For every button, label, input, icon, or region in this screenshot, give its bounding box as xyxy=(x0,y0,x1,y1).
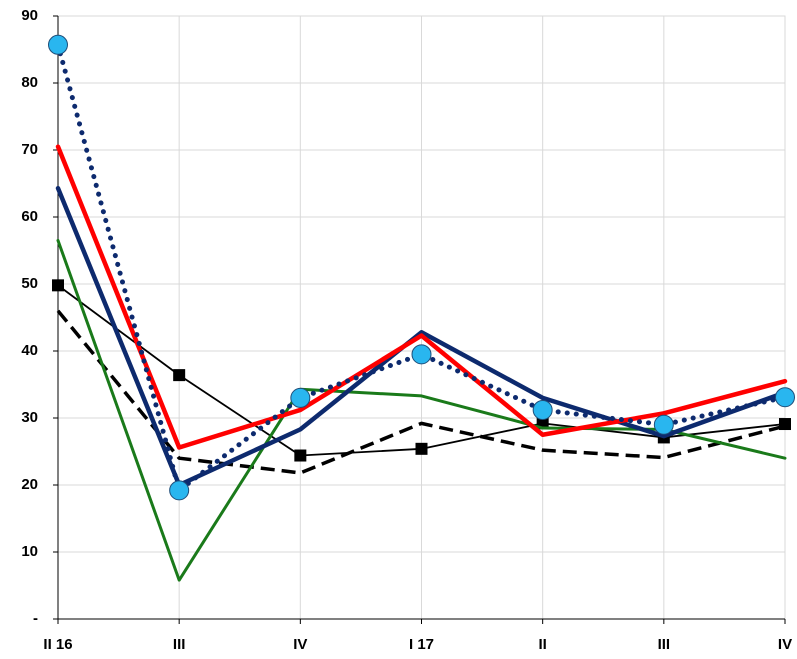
x-tick-label: III xyxy=(173,636,186,653)
x-tick-label: III xyxy=(658,636,671,653)
y-tick-label: 50 xyxy=(21,275,38,292)
y-tick-label: 30 xyxy=(21,409,38,426)
marker xyxy=(779,418,791,431)
y-tick-label: 90 xyxy=(21,7,38,24)
marker xyxy=(48,34,68,55)
x-tick-label: II 16 xyxy=(43,636,72,653)
y-tick-label: 10 xyxy=(21,543,38,560)
y-tick-label: 40 xyxy=(21,342,38,359)
x-tick-label: I 17 xyxy=(409,636,434,653)
marker xyxy=(52,279,64,292)
y-tick-label: 60 xyxy=(21,208,38,225)
marker xyxy=(653,414,674,435)
marker xyxy=(532,399,553,420)
x-tick-label: IV xyxy=(778,636,792,653)
marker xyxy=(415,442,428,455)
marker xyxy=(169,480,190,501)
x-tick-label: IV xyxy=(293,636,307,653)
y-tick-label: 20 xyxy=(21,476,38,493)
marker xyxy=(411,344,432,365)
y-tick-label: - xyxy=(33,610,38,627)
marker xyxy=(173,369,186,382)
marker xyxy=(775,387,795,408)
marker xyxy=(290,387,311,408)
x-tick-label: II xyxy=(538,636,546,653)
y-tick-label: 80 xyxy=(21,74,38,91)
series-line xyxy=(56,309,786,475)
y-tick-label: 70 xyxy=(21,141,38,158)
series-line xyxy=(55,144,788,450)
marker xyxy=(294,449,307,462)
